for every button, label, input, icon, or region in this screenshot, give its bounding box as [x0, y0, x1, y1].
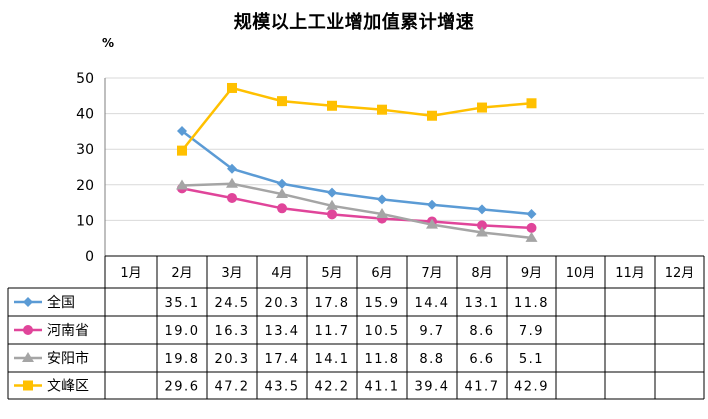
data-point: [227, 192, 237, 203]
data-label: 47.2: [215, 380, 250, 395]
data-label: 19.8: [165, 352, 200, 367]
data-label: 9.7: [419, 324, 444, 339]
data-point: [327, 100, 337, 111]
data-label: 41.7: [465, 380, 500, 395]
data-point: [526, 98, 537, 109]
legend-key-marker: [22, 352, 34, 362]
data-point: [526, 222, 537, 233]
data-point: [226, 177, 238, 188]
data-point: [427, 110, 437, 121]
data-label: 14.1: [315, 352, 350, 367]
data-point: [377, 194, 387, 205]
y-tick-label: 20: [76, 178, 94, 194]
data-point: [177, 126, 187, 137]
legend-key-marker: [23, 325, 33, 335]
data-point: [427, 199, 437, 210]
data-point: [277, 96, 287, 107]
series-line: [181, 182, 532, 240]
data-label: 10.5: [365, 324, 400, 339]
data-label: 39.4: [415, 380, 450, 395]
data-point: [476, 226, 488, 237]
series-lines: [176, 82, 538, 242]
series-name: 文峰区: [47, 379, 89, 395]
x-category-label: 2月: [171, 266, 192, 281]
gridlines: [104, 77, 704, 256]
data-label: 13.1: [465, 296, 500, 311]
data-label: 13.4: [265, 324, 300, 339]
data-label: 5.1: [519, 352, 544, 367]
data-label: 8.8: [419, 352, 444, 367]
x-category-label: 9月: [521, 266, 542, 281]
data-point: [277, 178, 287, 189]
x-category-label: 8月: [471, 266, 492, 281]
data-label: 29.6: [165, 380, 200, 395]
data-point: [525, 231, 538, 242]
data-point: [477, 102, 487, 113]
data-label: 41.1: [365, 380, 400, 395]
data-point: [377, 104, 387, 115]
x-category-label: 1月: [120, 266, 141, 281]
data-label: 6.6: [469, 352, 494, 367]
data-label: 17.4: [265, 352, 300, 367]
x-category-label: 7月: [421, 266, 442, 281]
data-label: 14.4: [415, 296, 450, 311]
x-category-label: 4月: [271, 266, 292, 281]
data-label: 8.6: [469, 324, 494, 339]
x-category-label: 5月: [321, 266, 342, 281]
data-label: 24.5: [215, 296, 250, 311]
x-category-label: 10月: [566, 266, 596, 281]
y-axis-ticks: 0 10 20 30 40 50: [76, 71, 94, 265]
data-label: 11.7: [315, 324, 350, 339]
data-label: 43.5: [265, 380, 300, 395]
data-point: [477, 220, 487, 231]
data-label: 35.1: [165, 296, 200, 311]
y-tick-label: 50: [76, 71, 94, 87]
data-point: [526, 208, 537, 219]
y-tick-label: 0: [85, 249, 94, 265]
data-label: 42.2: [315, 380, 350, 395]
data-point: [227, 82, 237, 93]
x-category-label: 12月: [665, 266, 695, 281]
data-point: [276, 188, 288, 199]
series-name: 安阳市: [47, 350, 89, 367]
x-category-label: 3月: [221, 266, 242, 281]
data-label: 17.8: [315, 296, 350, 311]
data-label: 15.9: [365, 296, 400, 311]
data-point: [177, 145, 187, 156]
data-label: 20.3: [215, 352, 250, 367]
data-point: [327, 209, 337, 220]
y-axis-unit: %: [102, 36, 115, 50]
data-point: [326, 199, 338, 210]
data-label: 11.8: [514, 296, 549, 311]
series-line: [181, 187, 532, 230]
x-category-label: 11月: [615, 266, 645, 281]
data-point: [277, 203, 287, 214]
data-label: 16.3: [215, 324, 250, 339]
data-label: 19.0: [165, 324, 200, 339]
data-point: [426, 218, 438, 229]
legend-key-marker: [23, 380, 33, 391]
data-label: 20.3: [265, 296, 300, 311]
series-line: [181, 130, 532, 216]
chart-title: 规模以上工业增加值累计增速: [233, 12, 475, 33]
y-tick-label: 30: [76, 142, 94, 158]
data-point: [477, 204, 487, 215]
data-point: [176, 179, 188, 190]
data-label: 11.8: [365, 352, 400, 367]
x-category-label: 6月: [371, 266, 392, 281]
data-point: [327, 187, 337, 198]
data-point: [376, 207, 388, 218]
data-label: 42.9: [514, 380, 549, 395]
y-tick-label: 10: [76, 213, 94, 229]
legend-key-marker: [23, 297, 33, 307]
series-line: [181, 86, 532, 152]
series-name: 河南省: [47, 323, 89, 339]
data-point: [227, 163, 237, 174]
data-label: 7.9: [519, 324, 544, 339]
y-tick-label: 40: [76, 107, 94, 123]
series-name: 全国: [47, 294, 75, 311]
